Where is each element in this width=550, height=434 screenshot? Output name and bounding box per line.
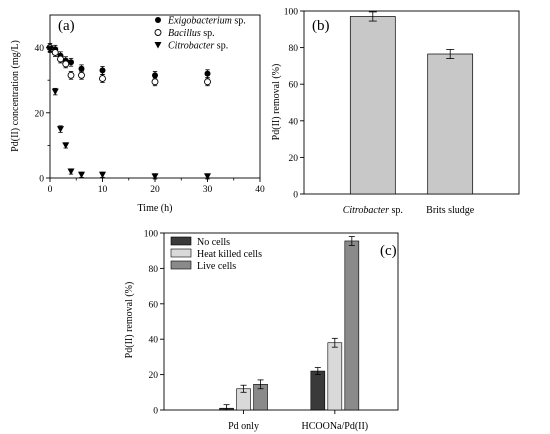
panel-a-bacillus-point xyxy=(51,49,59,56)
panel-a-citrobacter-point xyxy=(62,142,70,149)
panel-a-letter-label: (a) xyxy=(58,18,75,34)
panel-c-legend-swatch-live-cells xyxy=(170,260,192,270)
panel-a-legend-marker-exigobacterium xyxy=(155,17,161,23)
panel-a-citrobacter-point xyxy=(78,171,85,179)
panel-a-legend: Exigobacterium sp.Bacillus sp. Citrobacte… xyxy=(154,16,246,52)
panel-c-x-category-label: HCOONa/Pd(II) xyxy=(301,421,368,432)
panel-a-exigobacterium-point xyxy=(204,70,211,77)
panel-a-exigobacterium-point xyxy=(68,59,74,66)
panel-c-x-category-label: Pd only xyxy=(228,421,259,432)
panel-a-x-tick-label: 40 xyxy=(255,185,265,195)
panel-a-citrobacter-point xyxy=(51,88,59,96)
panel-c-legend-swatch-no-cells xyxy=(170,236,192,246)
panel-a-x-tick-label: 10 xyxy=(98,185,108,195)
panel-c-y-tick-label: 40 xyxy=(149,336,159,346)
panel-b-y-tick-label: 0 xyxy=(293,191,298,201)
panel-a-x-tick-label: 20 xyxy=(150,185,160,195)
panel-a-legend-marker-citrobacter xyxy=(154,42,162,49)
panel-c-legend-label-live-cells: Live cells xyxy=(197,261,236,272)
panel-a-bacillus-point xyxy=(78,71,85,79)
panel-a-citrobacter-point xyxy=(67,168,75,175)
panel-c-legend-label-heat-killed-cells: Heat killed cells xyxy=(197,249,262,260)
panel-a-bacillus-point xyxy=(62,60,70,68)
panel-b-x-category-label: Citrobacter sp. xyxy=(343,205,403,216)
panel-a-citrobacter-point xyxy=(57,126,64,133)
panel-c-y-tick-label: 20 xyxy=(149,371,159,381)
panel-c-y-tick-label: 60 xyxy=(149,300,159,310)
panel-c-axes-frame xyxy=(163,232,399,411)
panel-b-axes-frame xyxy=(303,10,520,195)
panel-a-bacillus-point xyxy=(99,75,106,83)
panel-b-letter-label: (b) xyxy=(312,18,330,34)
panel-a-exigobacterium-point xyxy=(99,67,106,74)
panel-a-exigobacterium-point xyxy=(152,72,158,79)
panel-b-y-axis-label: Pd(II) removal (%) xyxy=(271,64,282,141)
panel-a-exigobacterium-point xyxy=(78,65,85,72)
panel-a-x-axis-label: Time (h) xyxy=(138,203,173,214)
panel-a-bacillus-point xyxy=(67,71,75,79)
panel-c-removal-grouped-bars: 0 20 40 60 80 100 Pd only HCOONa/Pd(II) Pd(II) … xyxy=(124,230,399,432)
panel-c-y-tick-label: 80 xyxy=(149,265,159,275)
panel-a-legend-marker-bacillus xyxy=(154,29,162,36)
panel-a-x-tick-label: 0 xyxy=(48,185,53,195)
panel-b-removal-bars: 0 20 40 60 80 100 Citrobacter sp. Brits sludge… xyxy=(271,8,520,216)
panel-a-legend-label-exigobacterium: Exigobacterium sp. xyxy=(167,16,246,27)
panel-c-y-axis-label: Pd(II) removal (%) xyxy=(124,282,135,359)
panel-a-y-tick-label: 20 xyxy=(35,109,45,119)
panel-c-bar-live-cells xyxy=(344,240,360,411)
panel-a-axes-frame xyxy=(49,14,261,179)
panel-c-bar-heat-killed-cells xyxy=(327,342,343,411)
panel-a-citrobacter-point xyxy=(99,171,106,179)
panel-a-y-axis-label: Pd(II) concentration (mg/L) xyxy=(10,40,21,152)
panel-c-legend-label-no-cells: No cells xyxy=(197,237,230,248)
panel-b-bar xyxy=(427,53,474,195)
panel-a-bacillus-point xyxy=(204,78,211,86)
panel-b-y-tick-label: 20 xyxy=(289,154,299,164)
panel-b-y-tick-label: 100 xyxy=(284,8,299,18)
panel-b-y-tick-label: 40 xyxy=(289,117,299,127)
panel-a-legend-label-bacillus: Bacillus sp. xyxy=(168,28,215,39)
panel-a-concentration-vs-time: 0 10 20 30 40 0 20 40 Time (h) Pd(II) concentra… xyxy=(10,14,265,214)
panel-c-letter-label: (c) xyxy=(380,243,397,259)
panel-c-y-tick-label: 100 xyxy=(144,230,159,240)
panel-a-bacillus-point xyxy=(57,55,64,63)
panel-a-bacillus-point xyxy=(151,78,159,86)
panel-b-x-category-label: Brits sludge xyxy=(426,205,475,216)
panel-b-y-tick-label: 80 xyxy=(289,44,299,54)
panel-a-citrobacter-point xyxy=(46,46,54,53)
panel-c-bar-no-cells xyxy=(310,370,326,411)
panel-b-bar xyxy=(349,16,396,195)
panel-a-citrobacter-point xyxy=(151,173,159,180)
panel-a-y-tick-label: 40 xyxy=(35,44,45,54)
panel-b-y-tick-label: 60 xyxy=(289,81,299,91)
panel-a-x-tick-label: 30 xyxy=(203,185,213,195)
panel-a-y-tick-label: 0 xyxy=(39,175,44,185)
panel-a-legend-label-citrobacter: Citrobacter sp. xyxy=(168,41,228,52)
panel-a-citrobacter-point xyxy=(204,173,211,180)
panel-c-legend-swatch-heat-killed-cells xyxy=(170,248,192,258)
panel-c-y-tick-label: 0 xyxy=(153,407,158,417)
